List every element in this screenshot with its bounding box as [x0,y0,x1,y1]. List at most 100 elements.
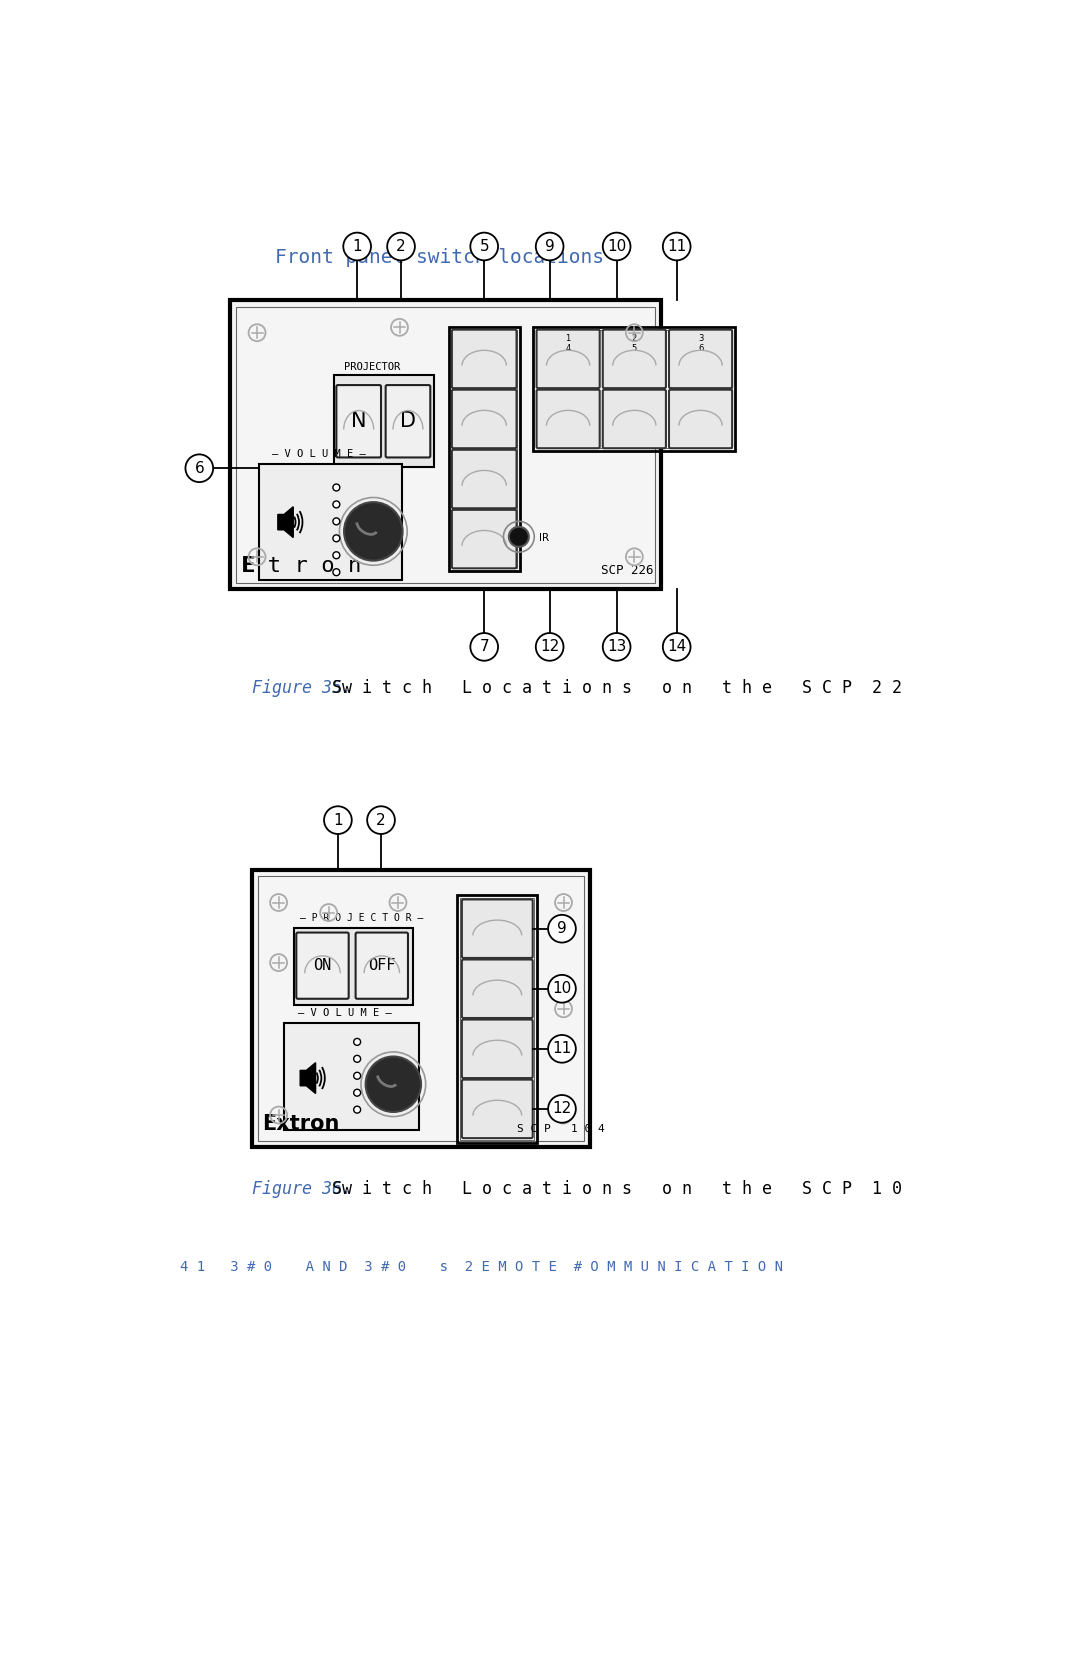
Bar [460,898,535,1140]
Text: IR: IR [539,532,549,542]
FancyBboxPatch shape [603,330,666,389]
Text: N: N [351,411,366,431]
Bar [451,330,516,569]
Circle shape [367,806,395,834]
FancyBboxPatch shape [669,330,732,389]
Text: — V O L U M E —: — V O L U M E — [272,449,365,459]
Text: PROJECTOR: PROJECTOR [345,362,401,372]
Circle shape [333,552,340,559]
Circle shape [353,1071,361,1080]
Text: Front panel switch locations: Front panel switch locations [274,249,604,267]
Text: 6: 6 [698,344,703,352]
Text: Figure 36.: Figure 36. [252,1180,352,1198]
Text: E: E [241,556,254,576]
Text: 10: 10 [552,981,571,996]
FancyBboxPatch shape [451,389,516,449]
Circle shape [333,569,340,576]
Circle shape [353,1055,361,1061]
Circle shape [549,915,576,943]
Text: 4 1   3 # 0    A N D  3 # 0    s  2 E M O T E  # O M M U N I C A T I O N: 4 1 3 # 0 A N D 3 # 0 s 2 E M O T E # O … [180,1260,783,1273]
Polygon shape [278,507,294,537]
Circle shape [324,806,352,834]
Text: 3: 3 [698,334,703,344]
FancyBboxPatch shape [355,933,408,998]
FancyBboxPatch shape [386,386,430,457]
Circle shape [345,502,403,561]
Text: 11: 11 [667,239,686,254]
Text: 2: 2 [376,813,386,828]
Circle shape [387,232,415,260]
Circle shape [353,1090,361,1097]
Text: 9: 9 [544,239,554,254]
Text: SCP 226: SCP 226 [602,564,653,577]
Polygon shape [300,1063,315,1093]
Circle shape [549,1095,576,1123]
Bar [449,327,519,571]
Text: S C P   1 0 4: S C P 1 0 4 [517,1123,605,1133]
Text: Sw i t c h   L o c a t i o n s   o n   t h e   S C P  1 0: Sw i t c h L o c a t i o n s o n t h e S… [312,1180,902,1198]
Text: 1: 1 [566,334,570,344]
FancyBboxPatch shape [296,933,349,998]
Circle shape [536,633,564,661]
Bar [334,376,434,467]
Text: Sw i t c h   L o c a t i o n s   o n   t h e   S C P  2 2: Sw i t c h L o c a t i o n s o n t h e S… [312,679,902,698]
Bar [259,464,402,579]
Text: 5: 5 [480,239,489,254]
FancyBboxPatch shape [603,389,666,449]
Text: 2: 2 [632,334,637,344]
Text: E t r o n: E t r o n [241,556,361,576]
Circle shape [549,975,576,1003]
Text: — V O L U M E —: — V O L U M E — [298,1008,392,1018]
FancyBboxPatch shape [462,900,532,958]
Text: 1: 1 [352,239,362,254]
FancyBboxPatch shape [336,386,381,457]
Bar [537,330,732,449]
Bar [258,876,584,1142]
Circle shape [509,527,529,547]
Bar [294,928,414,1005]
Text: OFF: OFF [368,958,395,973]
Bar [230,300,661,589]
Circle shape [333,484,340,491]
Circle shape [186,454,213,482]
Bar [534,327,735,451]
Circle shape [536,232,564,260]
Text: 14: 14 [667,639,686,654]
Bar [237,307,656,582]
Circle shape [603,232,631,260]
FancyBboxPatch shape [537,389,599,449]
Circle shape [603,633,631,661]
Text: 1: 1 [333,813,342,828]
Text: Figure 35.: Figure 35. [252,679,352,698]
Circle shape [333,534,340,542]
Text: ON: ON [313,958,332,973]
Circle shape [663,633,690,661]
FancyBboxPatch shape [451,330,516,389]
Circle shape [471,232,498,260]
Bar [457,895,538,1143]
Circle shape [353,1107,361,1113]
Bar [252,870,591,1147]
Text: 13: 13 [607,639,626,654]
Circle shape [549,1035,576,1063]
FancyBboxPatch shape [537,330,599,389]
Text: 2: 2 [396,239,406,254]
Text: 11: 11 [552,1041,571,1056]
Text: 10: 10 [607,239,626,254]
Text: 7: 7 [480,639,489,654]
Circle shape [353,1038,361,1045]
FancyBboxPatch shape [462,1020,532,1078]
Text: D: D [400,411,416,431]
Bar [284,1023,419,1130]
Circle shape [333,501,340,507]
Text: 5: 5 [632,344,637,352]
Circle shape [663,232,690,260]
Text: — P R O J E C T O R —: — P R O J E C T O R — [300,913,423,923]
FancyBboxPatch shape [451,509,516,569]
Text: 4: 4 [566,344,570,352]
FancyBboxPatch shape [462,960,532,1018]
Text: Extron: Extron [262,1115,340,1135]
Text: 6: 6 [194,461,204,476]
FancyBboxPatch shape [669,389,732,449]
Circle shape [333,517,340,524]
